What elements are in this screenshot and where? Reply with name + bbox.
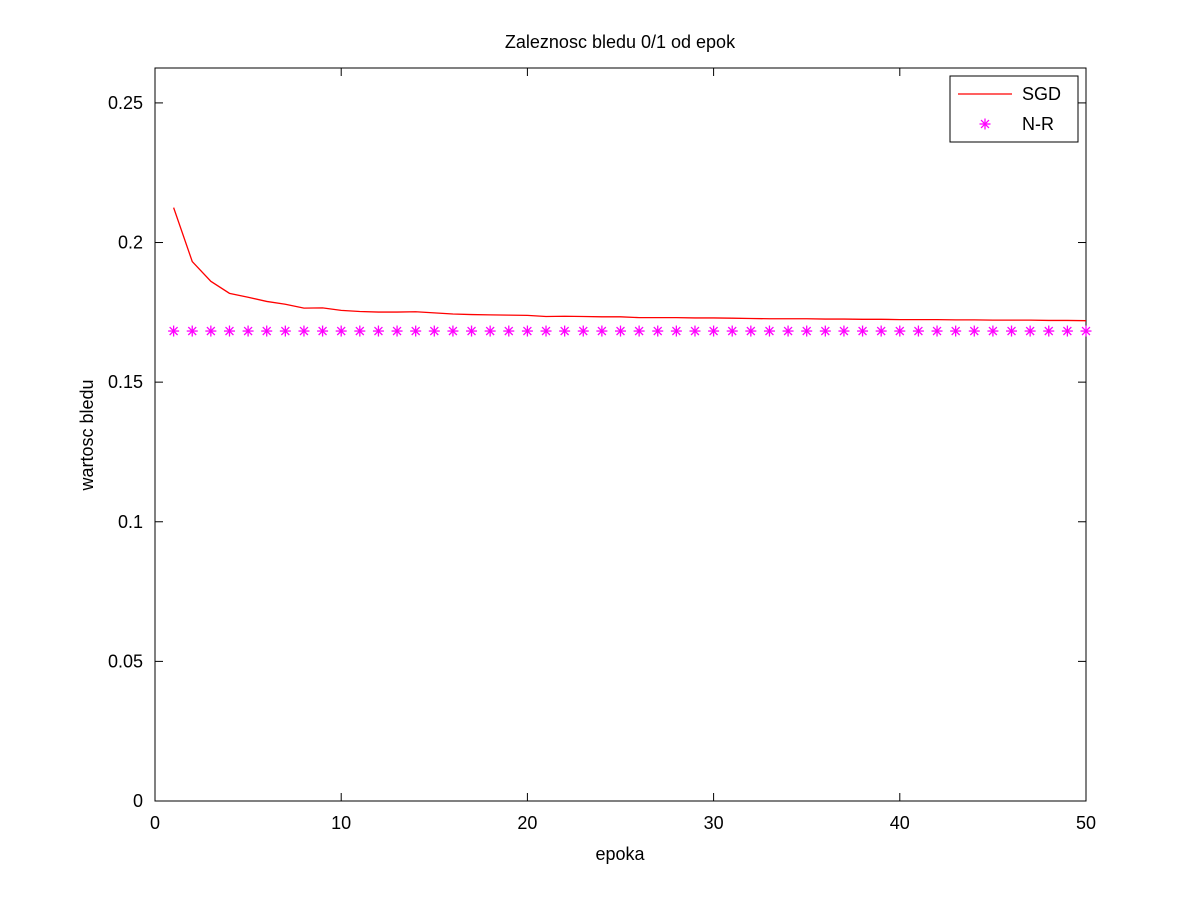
nr-data-point xyxy=(801,325,813,337)
nr-data-point xyxy=(298,325,310,337)
legend-nr-asterisk-icon xyxy=(979,118,991,130)
nr-data-point xyxy=(875,325,887,337)
x-axis-label: epoka xyxy=(595,844,645,864)
x-tick-label: 0 xyxy=(150,813,160,833)
nr-data-point xyxy=(447,325,459,337)
nr-data-point xyxy=(223,325,235,337)
nr-data-point xyxy=(1080,325,1092,337)
nr-data-point xyxy=(540,325,552,337)
legend-entry-nr: N-R xyxy=(1022,114,1054,134)
nr-data-point xyxy=(838,325,850,337)
nr-data-point xyxy=(242,325,254,337)
nr-data-point xyxy=(428,325,440,337)
nr-data-point xyxy=(615,325,626,337)
x-tick-label: 40 xyxy=(890,813,910,833)
legend-entry-sgd: SGD xyxy=(1022,84,1061,104)
axis-tick-labels: 0 10 20 30 40 50 0 0.05 0.1 0.15 0.2 0.25 xyxy=(108,93,1096,833)
nr-data-point xyxy=(689,325,701,337)
nr-data-point xyxy=(763,325,775,337)
nr-data-point xyxy=(410,325,422,337)
nr-data-point xyxy=(503,325,515,337)
nr-data-point xyxy=(521,325,533,337)
nr-data-point xyxy=(819,325,831,337)
axis-ticks xyxy=(154,68,1087,802)
nr-data-point xyxy=(335,325,347,337)
nr-data-point xyxy=(577,325,589,337)
nr-data-point xyxy=(205,325,217,337)
y-tick-label: 0.15 xyxy=(108,372,143,392)
nr-data-point xyxy=(1006,325,1018,337)
nr-data-point xyxy=(1061,325,1073,337)
nr-data-point xyxy=(168,325,180,337)
nr-data-point xyxy=(1043,325,1055,337)
nr-data-point xyxy=(559,325,571,337)
nr-data-point xyxy=(484,325,496,337)
nr-data-point xyxy=(1024,325,1036,337)
nr-data-point xyxy=(670,325,682,337)
nr-data-point xyxy=(391,325,403,337)
legend-nr-asterisk-mark xyxy=(979,118,991,130)
x-tick-label: 20 xyxy=(517,813,537,833)
nr-data-point xyxy=(354,325,366,337)
nr-data-point xyxy=(596,325,608,337)
nr-data-point xyxy=(261,325,273,337)
y-axis-label: wartosc bledu xyxy=(77,379,97,491)
nr-data-point xyxy=(987,325,999,337)
nr-data-point xyxy=(466,325,478,337)
nr-data-point xyxy=(968,325,980,337)
chart-title: Zaleznosc bledu 0/1 od epok xyxy=(505,32,736,52)
nr-data-point xyxy=(279,325,291,337)
nr-data-point xyxy=(317,325,329,337)
nr-data-point xyxy=(894,325,906,337)
y-tick-label: 0.05 xyxy=(108,651,143,671)
y-tick-label: 0.2 xyxy=(118,233,143,253)
x-tick-label: 10 xyxy=(331,813,351,833)
nr-data-point xyxy=(782,325,794,337)
series-layer xyxy=(168,207,1092,337)
y-tick-label: 0.25 xyxy=(108,93,143,113)
nr-data-point xyxy=(931,325,943,337)
nr-data-point xyxy=(857,325,869,337)
nr-data-point xyxy=(745,325,757,337)
nr-data-point xyxy=(912,325,924,337)
x-tick-label: 30 xyxy=(704,813,724,833)
legend: SGD N-R xyxy=(949,75,1079,143)
legend-box xyxy=(949,75,1079,143)
y-tick-label: 0 xyxy=(133,791,143,811)
nr-data-point xyxy=(652,325,664,337)
plot-area-frame xyxy=(154,67,1087,802)
nr-data-point xyxy=(950,325,962,337)
y-tick-label: 0.1 xyxy=(118,512,143,532)
series-line-sgd xyxy=(173,207,1087,322)
nr-data-point xyxy=(186,325,198,337)
x-tick-label: 50 xyxy=(1076,813,1096,833)
nr-data-point xyxy=(372,325,384,337)
nr-data-point xyxy=(633,325,645,337)
nr-data-point xyxy=(726,325,738,337)
nr-data-point xyxy=(708,325,720,337)
